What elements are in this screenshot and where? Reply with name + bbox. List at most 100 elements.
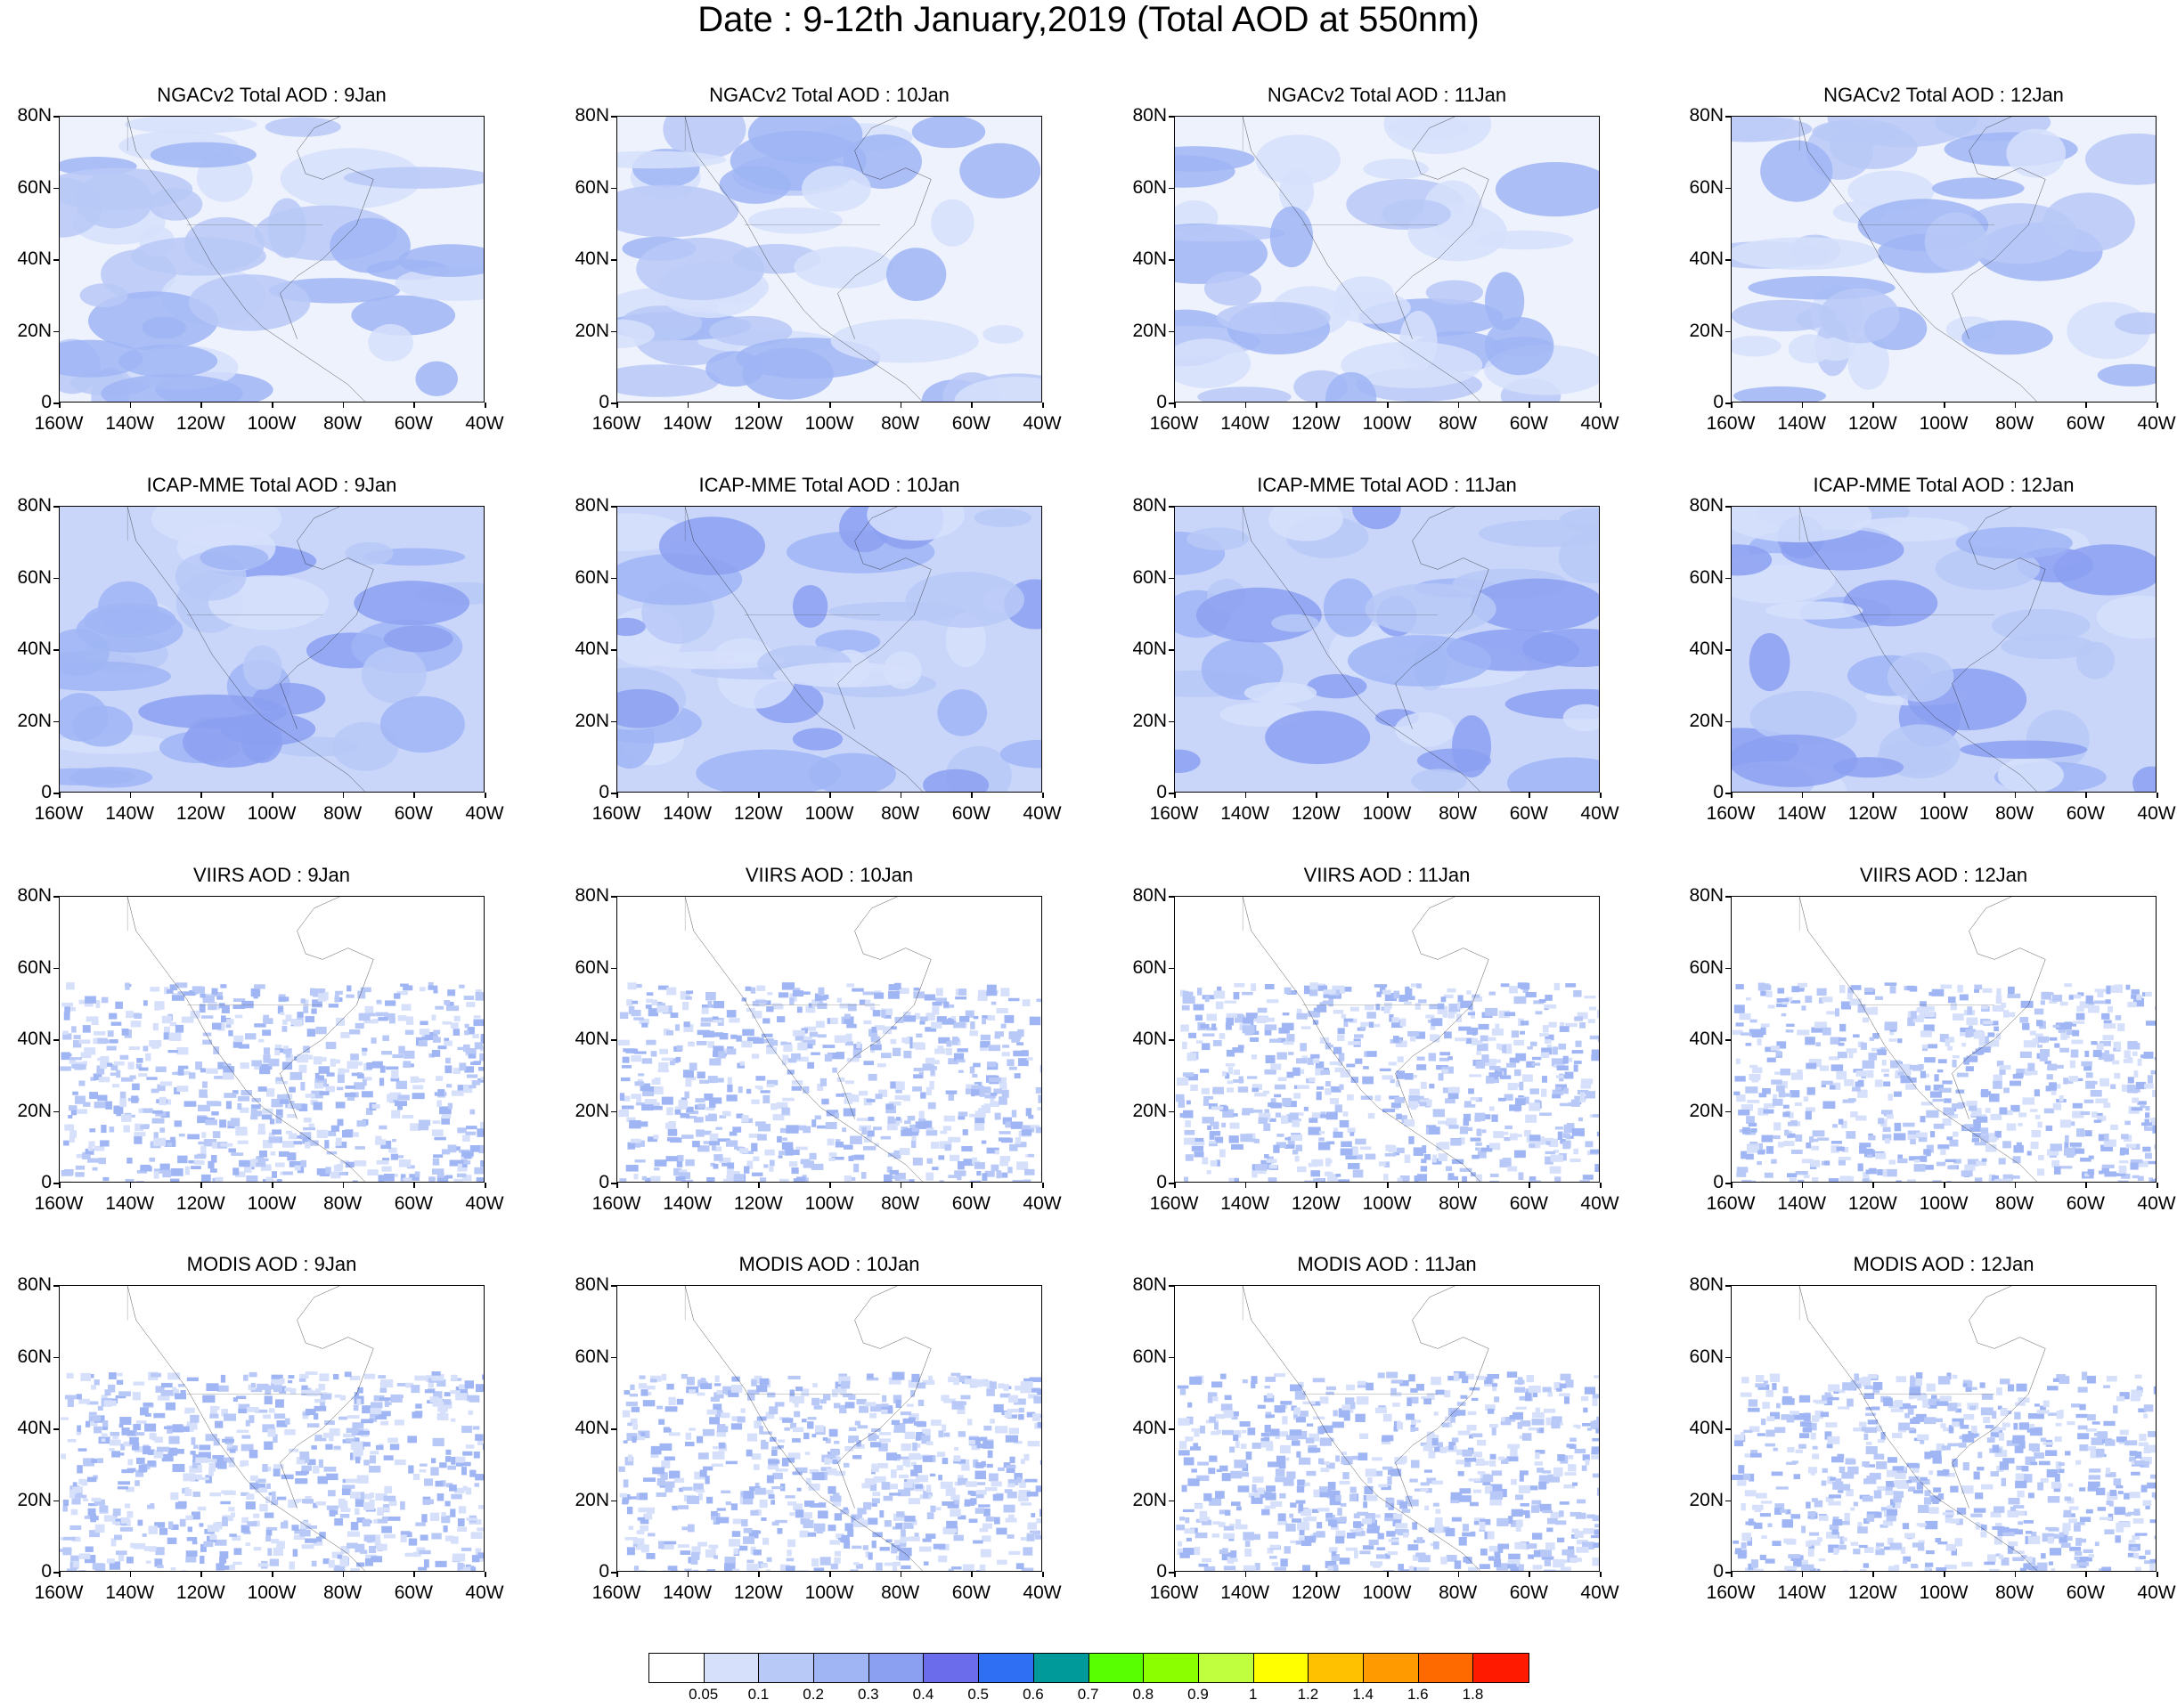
lon-tick: [272, 1183, 273, 1188]
colorbar-swatch: [649, 1654, 705, 1682]
colorbar-swatch: [1144, 1654, 1199, 1682]
lat-tick: [53, 967, 59, 969]
lat-tick: [53, 1285, 59, 1287]
lon-tick-label: 60W: [951, 413, 991, 434]
lat-tick: [611, 1285, 616, 1287]
lat-tick-label: 60N: [1689, 956, 1724, 978]
lat-tick-label: 80N: [575, 1274, 609, 1295]
lon-tick-label: 140W: [105, 413, 155, 434]
lat-tick: [1725, 1183, 1731, 1184]
lon-tick-label: 100W: [804, 413, 854, 434]
lat-tick-label: 80N: [17, 105, 52, 126]
colorbar-swatch: [868, 1654, 925, 1682]
aod-field: [1732, 1286, 2156, 1571]
country-border: [1243, 507, 1438, 615]
lat-tick: [1169, 403, 1174, 404]
lat-tick: [1725, 896, 1731, 898]
lon-tick: [1042, 793, 1044, 798]
lat-tick: [53, 1110, 59, 1112]
lon-tick: [1042, 1183, 1044, 1188]
lon-tick: [1457, 793, 1460, 798]
lat-tick: [53, 577, 59, 579]
lon-tick-label: 120W: [1291, 1582, 1341, 1603]
lon-tick-label: 100W: [804, 1582, 854, 1603]
lon-tick: [758, 1572, 760, 1577]
lat-tick-label: 0: [41, 392, 52, 412]
coastline: [685, 1286, 931, 1571]
lat-tick-label: 0: [41, 782, 52, 802]
lon-tick: [59, 1183, 61, 1188]
lon-tick: [1600, 1183, 1602, 1188]
lon-tick-label: 100W: [247, 1582, 297, 1603]
lon-tick-label: 80W: [1995, 1193, 2034, 1214]
lat-tick: [1725, 1039, 1731, 1041]
lat-tick-label: 80N: [17, 885, 52, 906]
aod-field: [60, 897, 484, 1182]
country-border: [1799, 117, 1994, 225]
colorbar-swatch: [1363, 1654, 1419, 1682]
lat-tick-label: 80N: [1132, 1274, 1167, 1295]
colorbar-swatch: [1473, 1654, 1529, 1682]
lat-tick-label: 40N: [1689, 638, 1724, 659]
colorbar-swatch: [1088, 1654, 1145, 1682]
country-border: [1799, 897, 1994, 1005]
lat-tick-label: 40N: [1689, 1418, 1724, 1438]
lat-tick: [611, 1110, 616, 1112]
lon-tick: [2157, 1572, 2158, 1577]
coastline: [1243, 117, 1488, 402]
lat-tick: [1169, 330, 1174, 332]
colorbar-swatch: [1198, 1654, 1254, 1682]
lon-tick: [1316, 1572, 1317, 1577]
lon-tick-label: 40W: [2137, 803, 2176, 824]
lat-tick-label: 60N: [1132, 956, 1167, 978]
lon-tick-label: 100W: [247, 1193, 297, 1214]
lon-tick-label: 100W: [1362, 1582, 1412, 1603]
lon-tick: [1944, 1572, 1945, 1577]
lat-tick-label: 60N: [17, 1346, 52, 1367]
lon-tick: [413, 1183, 415, 1188]
lon-tick-label: 60W: [951, 1582, 991, 1603]
lat-tick-label: 20N: [1689, 710, 1724, 731]
lat-tick-label: 80N: [575, 105, 609, 126]
lat-tick: [1169, 720, 1174, 722]
lat-tick: [611, 1500, 616, 1501]
lon-tick-label: 100W: [1362, 1193, 1412, 1214]
lon-tick: [687, 403, 689, 408]
lat-tick: [1725, 330, 1731, 332]
lat-tick-label: 20N: [575, 320, 609, 341]
lon-tick-label: 140W: [1777, 1193, 1827, 1214]
lon-tick-label: 80W: [881, 803, 920, 824]
panel-title: ICAP-MME Total AOD : 9Jan: [146, 474, 397, 496]
lon-tick: [272, 403, 273, 408]
lon-tick-label: 40W: [1580, 413, 1619, 434]
lon-tick: [1457, 403, 1460, 408]
lat-tick: [1725, 403, 1731, 404]
lon-tick: [2014, 1183, 2017, 1188]
lon-tick: [971, 1572, 973, 1577]
lon-tick-label: 140W: [1777, 413, 1827, 434]
lon-tick-label: 80W: [323, 1193, 363, 1214]
lon-tick-label: 160W: [34, 413, 84, 434]
lat-tick: [611, 1039, 616, 1041]
lat-tick: [53, 506, 59, 508]
lat-tick-label: 40N: [1132, 638, 1167, 659]
lat-tick: [1169, 1500, 1174, 1501]
lon-tick: [1316, 403, 1317, 408]
colorbar-label: 0.05: [689, 1686, 719, 1703]
lat-tick-label: 0: [1713, 782, 1724, 802]
colorbar-label: 1: [1248, 1686, 1258, 1703]
lat-tick-label: 20N: [1132, 1100, 1167, 1121]
lon-tick: [616, 1183, 618, 1188]
lon-tick: [2014, 403, 2017, 408]
lat-tick-label: 40N: [1132, 248, 1167, 269]
colorbar-swatch: [924, 1654, 980, 1682]
lon-tick: [1529, 793, 1530, 798]
lon-tick-label: 120W: [733, 803, 783, 824]
lon-tick: [1316, 793, 1317, 798]
lon-tick-label: 60W: [394, 803, 433, 824]
lon-tick-label: 60W: [1509, 413, 1548, 434]
lat-tick: [53, 1572, 59, 1574]
colorbar-label: 1.6: [1406, 1686, 1429, 1703]
lon-tick: [971, 1183, 973, 1188]
lon-tick-label: 100W: [1919, 1582, 1969, 1603]
